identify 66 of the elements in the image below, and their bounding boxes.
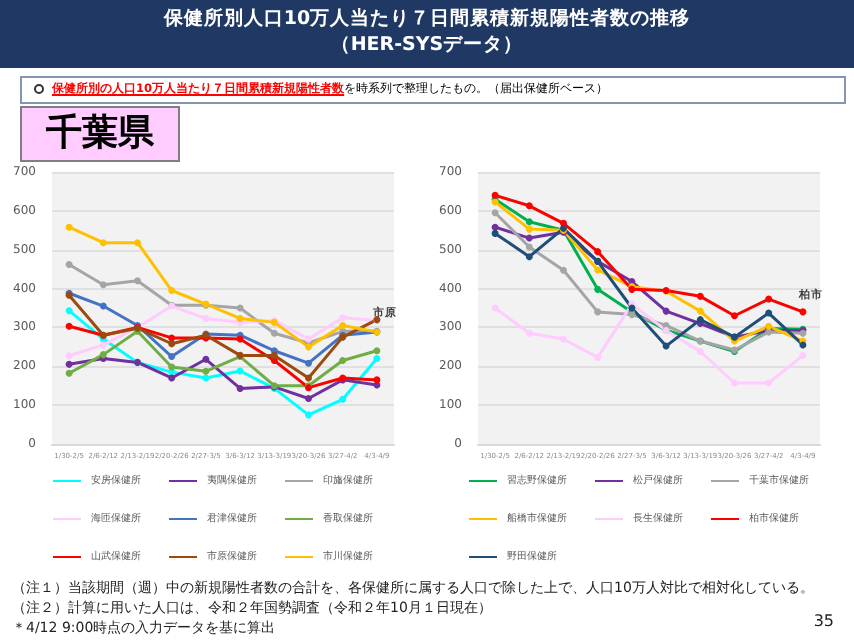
point bbox=[799, 351, 807, 359]
point bbox=[696, 348, 704, 356]
point bbox=[491, 209, 499, 217]
point bbox=[525, 234, 533, 242]
point bbox=[168, 363, 176, 371]
point bbox=[99, 302, 107, 310]
point bbox=[65, 360, 73, 368]
point bbox=[560, 266, 567, 274]
point bbox=[696, 292, 704, 300]
point bbox=[65, 369, 73, 377]
point bbox=[525, 218, 533, 226]
point bbox=[305, 411, 312, 419]
point bbox=[134, 239, 141, 247]
point bbox=[594, 353, 602, 361]
point bbox=[525, 243, 533, 251]
point bbox=[65, 322, 73, 330]
point bbox=[305, 374, 312, 382]
point bbox=[594, 248, 602, 256]
text: 35 bbox=[813, 612, 834, 630]
point bbox=[799, 308, 807, 316]
point bbox=[765, 379, 773, 387]
point bbox=[696, 307, 704, 315]
point bbox=[731, 379, 738, 387]
point bbox=[731, 312, 738, 320]
point bbox=[134, 277, 141, 285]
point bbox=[99, 341, 107, 349]
point bbox=[168, 340, 176, 348]
point bbox=[594, 308, 602, 316]
chart-title: 保健所別人口10万人当たり７日間累積新規陽性者数の推移 bbox=[161, 6, 693, 32]
point bbox=[270, 329, 278, 337]
point bbox=[594, 285, 602, 293]
point bbox=[525, 202, 533, 210]
text: 千葉県 bbox=[20, 106, 180, 162]
point bbox=[65, 352, 73, 360]
point bbox=[765, 295, 773, 303]
point bbox=[168, 334, 176, 342]
point bbox=[560, 335, 567, 343]
point bbox=[525, 225, 533, 233]
point bbox=[525, 253, 533, 261]
line-series bbox=[491, 300, 807, 387]
point bbox=[373, 355, 381, 363]
point bbox=[373, 347, 381, 355]
point bbox=[339, 356, 347, 364]
point bbox=[99, 239, 107, 247]
point bbox=[765, 309, 773, 317]
point bbox=[65, 307, 73, 315]
point bbox=[339, 321, 347, 329]
point bbox=[168, 287, 176, 295]
point bbox=[594, 266, 602, 274]
point bbox=[65, 260, 73, 268]
point bbox=[168, 374, 176, 382]
point bbox=[65, 223, 73, 231]
point bbox=[168, 353, 176, 361]
point bbox=[202, 314, 210, 322]
point bbox=[202, 367, 210, 375]
point bbox=[99, 281, 107, 289]
point bbox=[491, 229, 499, 237]
point bbox=[525, 329, 533, 337]
point bbox=[339, 314, 347, 322]
chart-subtitle: （HER-SYSデータ） bbox=[328, 32, 526, 58]
point bbox=[236, 384, 244, 392]
point bbox=[339, 395, 347, 403]
point bbox=[305, 395, 312, 403]
point bbox=[202, 355, 210, 363]
point bbox=[373, 376, 381, 384]
point bbox=[305, 359, 312, 367]
